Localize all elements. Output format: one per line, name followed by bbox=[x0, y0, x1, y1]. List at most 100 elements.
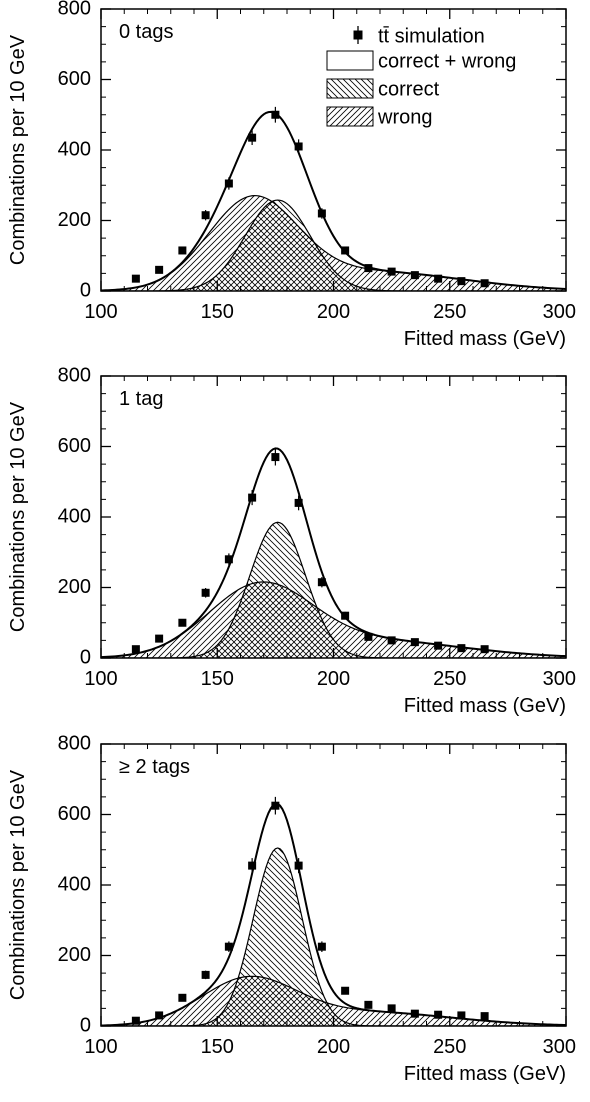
correct-area-fill bbox=[101, 847, 566, 1026]
wrong-area-fill bbox=[101, 581, 566, 658]
simulation-point bbox=[155, 1011, 164, 1020]
panel-label: ≥ 2 tags bbox=[119, 756, 190, 778]
simulation-point bbox=[457, 277, 466, 286]
x-tick-label: 150 bbox=[201, 1036, 234, 1058]
y-tick-label: 0 bbox=[80, 646, 91, 668]
simulation-point bbox=[387, 1004, 396, 1013]
y-axis-label: Combinations per 10 GeV bbox=[7, 769, 29, 1000]
y-tick-label: 600 bbox=[58, 803, 91, 825]
correct-curve bbox=[101, 199, 566, 291]
simulation-point bbox=[364, 264, 373, 273]
simulation-point bbox=[480, 1012, 489, 1021]
simulation-points bbox=[131, 796, 489, 1025]
total-curve bbox=[101, 802, 566, 1026]
simulation-point bbox=[201, 970, 210, 979]
simulation-point bbox=[271, 801, 280, 810]
panel-label: 1 tag bbox=[119, 388, 163, 410]
x-tick-label: 200 bbox=[317, 301, 350, 323]
x-tick-label: 150 bbox=[201, 668, 234, 690]
simulation-point bbox=[457, 1011, 466, 1020]
simulation-point bbox=[341, 986, 350, 995]
x-tick-label: 250 bbox=[433, 301, 466, 323]
axis-ticks bbox=[100, 8, 567, 292]
simulation-point bbox=[480, 645, 489, 654]
simulation-point bbox=[341, 611, 350, 620]
x-tick-label: 300 bbox=[543, 1036, 576, 1058]
wrong-area-fill bbox=[101, 195, 566, 291]
simulation-points bbox=[131, 448, 489, 654]
simulation-point bbox=[155, 634, 164, 643]
plot-frame bbox=[100, 743, 567, 1027]
x-tick-label: 300 bbox=[543, 301, 576, 323]
simulation-point bbox=[248, 493, 257, 502]
x-tick-label: 300 bbox=[543, 668, 576, 690]
simulation-point bbox=[271, 453, 280, 462]
simulation-point bbox=[201, 211, 210, 220]
simulation-point bbox=[434, 274, 443, 283]
simulation-point bbox=[317, 209, 326, 218]
x-axis-label: Fitted mass (GeV) bbox=[404, 695, 566, 717]
y-tick-label: 400 bbox=[58, 138, 91, 160]
simulation-point bbox=[410, 271, 419, 280]
simulation-point bbox=[434, 1010, 443, 1019]
legend-item-wrong: wrong bbox=[326, 106, 432, 128]
simulation-point bbox=[294, 861, 303, 870]
legend: tt̄ simulation correct + wrong correct w… bbox=[326, 25, 516, 128]
x-tick-label: 250 bbox=[433, 668, 466, 690]
wrong-area-fill bbox=[101, 976, 566, 1026]
simulation-point bbox=[294, 142, 303, 151]
tick-labels: 0 200 400 600 800 100 150 200 250 300 bbox=[58, 732, 576, 1058]
simulation-point bbox=[341, 246, 350, 255]
correct-area-fill bbox=[101, 200, 566, 291]
panel-label: 0 tags bbox=[119, 21, 173, 43]
x-tick-label: 200 bbox=[317, 1036, 350, 1058]
tick-labels: 0 200 400 600 800 100 150 200 250 300 bbox=[58, 0, 576, 323]
simulation-point bbox=[410, 1009, 419, 1018]
legend-label-correct: correct bbox=[378, 78, 440, 100]
y-tick-label: 200 bbox=[58, 944, 91, 966]
axis-ticks bbox=[100, 743, 567, 1027]
simulation-point bbox=[457, 644, 466, 653]
y-tick-label: 800 bbox=[58, 364, 91, 386]
legend-sim-marker bbox=[353, 30, 363, 40]
x-tick-label: 250 bbox=[433, 1036, 466, 1058]
x-axis-label: Fitted mass (GeV) bbox=[404, 328, 566, 350]
simulation-point bbox=[155, 265, 164, 274]
y-tick-label: 200 bbox=[58, 209, 91, 231]
y-tick-label: 800 bbox=[58, 0, 91, 19]
y-tick-label: 0 bbox=[80, 1014, 91, 1036]
simulation-point bbox=[248, 133, 257, 142]
legend-item-total: correct + wrong bbox=[326, 50, 516, 72]
chart-panel-3: 0 200 400 600 800 100 150 200 250 300 Fitted mass … bbox=[7, 732, 576, 1085]
legend-item-correct: correct bbox=[326, 78, 440, 100]
y-axis-label: Combinations per 10 GeV bbox=[7, 401, 29, 632]
simulation-point bbox=[178, 246, 187, 255]
chart-panel-2: 0 200 400 600 800 100 150 200 250 300 Fitted mass … bbox=[7, 364, 576, 717]
simulation-point bbox=[248, 861, 257, 870]
plot-frame bbox=[100, 375, 567, 659]
simulation-point bbox=[224, 179, 233, 188]
legend-label-wrong: wrong bbox=[377, 106, 432, 128]
plot-area bbox=[101, 447, 566, 658]
y-axis-label: Combinations per 10 GeV bbox=[7, 34, 29, 265]
simulation-point bbox=[387, 636, 396, 645]
x-tick-label: 100 bbox=[84, 668, 117, 690]
simulation-point bbox=[178, 993, 187, 1002]
x-axis-label: Fitted mass (GeV) bbox=[404, 1063, 566, 1085]
plot-area bbox=[101, 110, 566, 291]
simulation-point bbox=[410, 638, 419, 647]
x-tick-label: 200 bbox=[317, 668, 350, 690]
legend-swatch-wrong bbox=[326, 106, 374, 127]
simulation-point bbox=[387, 267, 396, 276]
simulation-points bbox=[131, 106, 489, 288]
simulation-point bbox=[131, 274, 140, 283]
simulation-point bbox=[178, 618, 187, 627]
simulation-point bbox=[224, 942, 233, 951]
y-tick-label: 0 bbox=[80, 279, 91, 301]
chart-panel-1: 0 200 400 600 800 100 150 200 250 300 Fitted mass … bbox=[7, 0, 576, 350]
correct-curve bbox=[101, 847, 566, 1026]
simulation-point bbox=[364, 1000, 373, 1009]
simulation-point bbox=[131, 645, 140, 654]
legend-label-total: correct + wrong bbox=[378, 50, 516, 72]
